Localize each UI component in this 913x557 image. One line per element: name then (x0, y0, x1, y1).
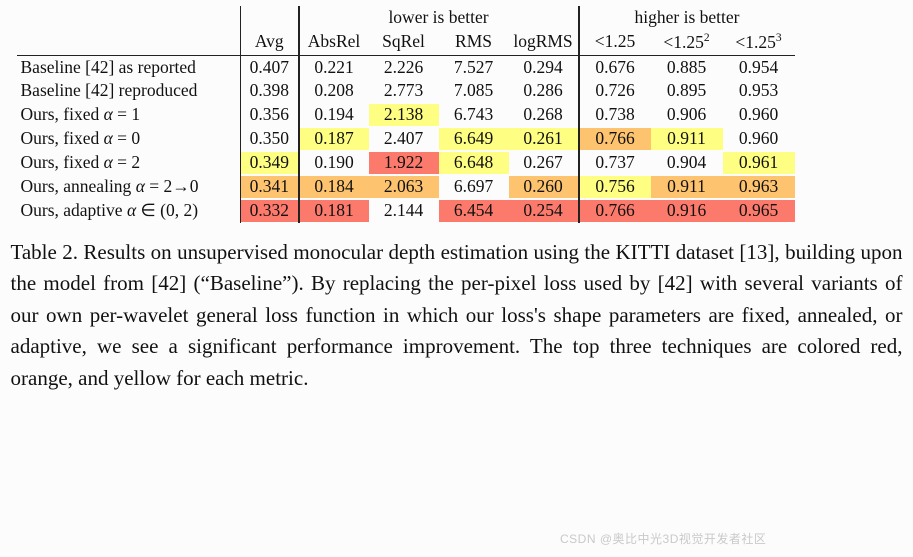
cell: 0.885 (651, 55, 723, 79)
col-sqrel: SqRel (369, 30, 439, 55)
table-row: Ours, fixed α = 10.3560.1942.1386.7430.2… (17, 103, 795, 127)
cell: 0.332 (241, 199, 299, 223)
lower-is-better-header: lower is better (299, 6, 579, 30)
cell: 6.648 (439, 151, 509, 175)
cell: 0.356 (241, 103, 299, 127)
cell: 1.922 (369, 151, 439, 175)
col-d3: <1.253 (723, 30, 795, 55)
cell: 0.190 (299, 151, 369, 175)
table-row: Ours, fixed α = 20.3490.1901.9226.6480.2… (17, 151, 795, 175)
cell: 0.267 (509, 151, 579, 175)
col-avg: Avg (241, 30, 299, 55)
cell: 0.961 (723, 151, 795, 175)
cell: 0.254 (509, 199, 579, 223)
cell: 0.286 (509, 79, 579, 103)
cell: 0.294 (509, 55, 579, 79)
cell: 6.454 (439, 199, 509, 223)
col-d1: <1.25 (579, 30, 651, 55)
table-row: Baseline [42] reproduced0.3980.2082.7737… (17, 79, 795, 103)
col-rms: RMS (439, 30, 509, 55)
row-label: Ours, annealing α = 2→0 (17, 175, 241, 199)
cell: 0.398 (241, 79, 299, 103)
cell: 0.911 (651, 175, 723, 199)
cell: 2.144 (369, 199, 439, 223)
results-table: lower is better higher is better Avg Abs… (17, 6, 795, 223)
column-header-row: Avg AbsRel SqRel RMS logRMS <1.25 <1.252… (17, 30, 795, 55)
cell: 0.756 (579, 175, 651, 199)
cell: 0.766 (579, 199, 651, 223)
results-table-container: lower is better higher is better Avg Abs… (17, 6, 897, 223)
cell: 0.341 (241, 175, 299, 199)
watermark-text: CSDN @奥比中光3D视觉开发者社区 (560, 530, 766, 547)
cell: 0.737 (579, 151, 651, 175)
table-row: Ours, annealing α = 2→00.3410.1842.0636.… (17, 175, 795, 199)
cell: 0.184 (299, 175, 369, 199)
higher-is-better-header: higher is better (579, 6, 795, 30)
cell: 0.766 (579, 127, 651, 151)
cell: 6.649 (439, 127, 509, 151)
table-row: Ours, adaptive α ∈ (0, 2)0.3320.1812.144… (17, 199, 795, 223)
cell: 0.350 (241, 127, 299, 151)
cell: 0.676 (579, 55, 651, 79)
col-d2: <1.252 (651, 30, 723, 55)
cell: 0.965 (723, 199, 795, 223)
cell: 2.063 (369, 175, 439, 199)
cell: 0.960 (723, 127, 795, 151)
cell: 2.773 (369, 79, 439, 103)
cell: 0.954 (723, 55, 795, 79)
cell: 0.911 (651, 127, 723, 151)
col-absrel: AbsRel (299, 30, 369, 55)
cell: 0.963 (723, 175, 795, 199)
cell: 0.261 (509, 127, 579, 151)
cell: 7.527 (439, 55, 509, 79)
cell: 0.904 (651, 151, 723, 175)
row-label: Ours, fixed α = 1 (17, 103, 241, 127)
cell: 0.895 (651, 79, 723, 103)
cell: 0.407 (241, 55, 299, 79)
cell: 0.194 (299, 103, 369, 127)
cell: 0.208 (299, 79, 369, 103)
cell: 0.906 (651, 103, 723, 127)
cell: 0.960 (723, 103, 795, 127)
row-label: Baseline [42] reproduced (17, 79, 241, 103)
cell: 0.181 (299, 199, 369, 223)
cell: 0.953 (723, 79, 795, 103)
cell: 6.697 (439, 175, 509, 199)
row-label: Ours, fixed α = 0 (17, 127, 241, 151)
row-label: Ours, fixed α = 2 (17, 151, 241, 175)
col-logrms: logRMS (509, 30, 579, 55)
table-row: Ours, fixed α = 00.3500.1872.4076.6490.2… (17, 127, 795, 151)
cell: 2.138 (369, 103, 439, 127)
cell: 0.221 (299, 55, 369, 79)
table-row: Baseline [42] as reported0.4070.2212.226… (17, 55, 795, 79)
cell: 6.743 (439, 103, 509, 127)
cell: 0.738 (579, 103, 651, 127)
cell: 0.349 (241, 151, 299, 175)
row-label: Baseline [42] as reported (17, 55, 241, 79)
cell: 0.726 (579, 79, 651, 103)
cell: 2.407 (369, 127, 439, 151)
cell: 0.260 (509, 175, 579, 199)
cell: 2.226 (369, 55, 439, 79)
row-label: Ours, adaptive α ∈ (0, 2) (17, 199, 241, 223)
section-header-row: lower is better higher is better (17, 6, 795, 30)
cell: 7.085 (439, 79, 509, 103)
table-caption: Table 2. Results on unsupervised monocul… (11, 237, 903, 395)
cell: 0.916 (651, 199, 723, 223)
cell: 0.268 (509, 103, 579, 127)
cell: 0.187 (299, 127, 369, 151)
